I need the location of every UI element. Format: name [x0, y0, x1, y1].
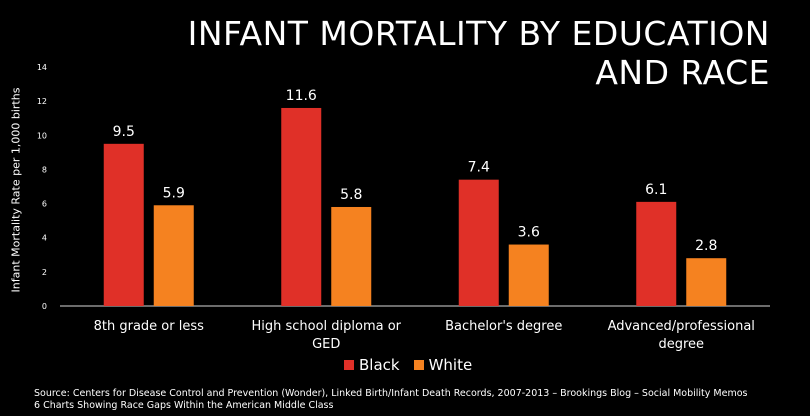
bar-white: [686, 258, 727, 306]
legend-item-black: Black: [344, 356, 400, 374]
chart-title-line2: AND RACE: [595, 53, 770, 92]
bar-white: [331, 206, 372, 306]
y-tick-label: 10: [37, 131, 47, 140]
legend-swatch-black: [344, 360, 354, 370]
x-tick-label: High school diploma or: [251, 319, 401, 334]
x-tick-label: Advanced/professional: [608, 319, 755, 334]
bar-black: [636, 201, 677, 306]
legend: Black White: [344, 356, 472, 374]
chart-title: INFANT MORTALITY BY EDUCATION AND RACE: [170, 14, 770, 92]
data-label-white: 2.8: [695, 238, 717, 254]
x-tick-label: 8th grade or less: [94, 319, 204, 334]
legend-label-black: Black: [359, 356, 400, 374]
y-tick-label: 14: [37, 63, 47, 72]
y-tick-label: 2: [42, 268, 47, 277]
data-label-black: 11.6: [286, 88, 317, 104]
y-tick-label: 0: [42, 302, 47, 311]
x-tick-label: Bachelor's degree: [445, 319, 562, 334]
y-tick-label: 12: [37, 97, 47, 106]
x-tick-label: GED: [312, 337, 340, 352]
x-tick-label: degree: [658, 337, 704, 352]
legend-label-white: White: [428, 356, 473, 374]
data-label-black: 9.5: [113, 124, 135, 140]
y-tick-label: 6: [42, 200, 47, 209]
y-tick-label: 4: [42, 234, 47, 243]
data-label-white: 5.8: [340, 187, 362, 203]
source-line-2: 6 Charts Showing Race Gaps Within the Am…: [34, 400, 334, 411]
source-note: Source: Centers for Disease Control and …: [34, 388, 804, 412]
y-tick-label: 8: [42, 165, 47, 174]
bar-white: [508, 244, 549, 306]
legend-item-white: White: [413, 356, 473, 374]
source-line-1: Source: Centers for Disease Control and …: [34, 388, 748, 399]
data-label-white: 3.6: [518, 225, 540, 241]
data-label-white: 5.9: [163, 185, 185, 201]
chart-title-line1: INFANT MORTALITY BY EDUCATION: [187, 14, 770, 53]
bar-black: [458, 179, 499, 306]
data-label-black: 6.1: [645, 182, 667, 198]
bar-white: [153, 205, 194, 306]
bar-black: [103, 143, 144, 306]
data-label-black: 7.4: [468, 160, 490, 176]
legend-swatch-white: [413, 360, 424, 370]
bar-black: [281, 107, 322, 306]
